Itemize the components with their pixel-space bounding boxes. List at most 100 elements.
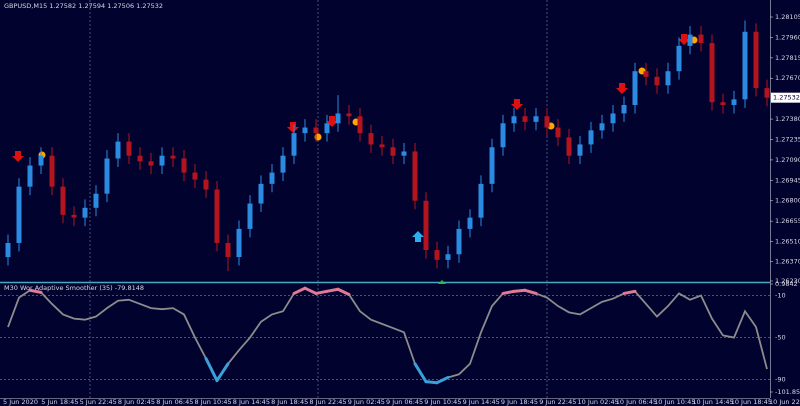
x-tick-label: 8 Jun 10:45 xyxy=(195,398,232,406)
candle-body xyxy=(192,172,198,180)
indicator-highlight xyxy=(292,286,307,295)
y-tick-label: -50 xyxy=(775,334,786,342)
candle-body xyxy=(687,34,693,46)
candle-body xyxy=(269,172,275,184)
candle-body xyxy=(214,189,220,243)
candle-body xyxy=(401,151,407,156)
candle-body xyxy=(60,186,66,215)
candle-body xyxy=(533,116,539,122)
candle-body xyxy=(170,155,176,159)
indicator-line xyxy=(7,287,768,384)
candle-body xyxy=(82,207,88,218)
candle-body xyxy=(621,105,627,114)
indicator-highlight xyxy=(303,286,318,295)
y-tick-label: -101.8543 xyxy=(775,388,800,396)
candle-body xyxy=(258,183,264,204)
indicator-highlight xyxy=(215,362,230,383)
x-tick-label: 5 Jun 18:45 xyxy=(41,398,78,406)
x-tick-label: 9 Jun 18:45 xyxy=(501,398,538,406)
candle-body xyxy=(104,158,110,194)
y-tick-label: 1.26370 xyxy=(775,257,800,265)
indicator-highlight xyxy=(424,380,439,385)
y-tick-label: 1.27380 xyxy=(775,115,800,123)
candle-body xyxy=(49,155,55,187)
candle-body xyxy=(181,158,187,173)
price-tag xyxy=(771,92,800,103)
candle-body xyxy=(225,242,231,258)
x-tick-label: 9 Jun 02:45 xyxy=(348,398,385,406)
candle-body xyxy=(709,43,715,103)
candle-body xyxy=(478,183,484,218)
candle-body xyxy=(522,116,528,122)
indicator-highlight xyxy=(501,289,516,295)
candle-body xyxy=(357,116,363,134)
candle-body xyxy=(159,155,165,166)
candle-body xyxy=(643,71,649,77)
candle-body xyxy=(324,123,330,134)
y-tick-label: 1.27670 xyxy=(775,74,800,82)
x-tick-label: 8 Jun 06:45 xyxy=(156,398,193,406)
y-tick-label: 1.27235 xyxy=(775,135,800,143)
y-tick-label: 1.26230 xyxy=(775,277,800,285)
candle-body xyxy=(676,45,682,72)
candle-body xyxy=(247,203,253,229)
candle-body xyxy=(555,127,561,138)
indicator-highlight xyxy=(435,375,450,385)
candle-body xyxy=(93,193,99,208)
candle-body xyxy=(412,151,418,201)
candle-body xyxy=(236,228,242,258)
indicator-highlight xyxy=(523,288,538,295)
candle-body xyxy=(544,116,550,128)
x-tick-label: 8 Jun 22:45 xyxy=(309,398,346,406)
candle-body xyxy=(368,133,374,145)
candle-body xyxy=(16,186,22,243)
chart-title: GBPUSD,M15 1.27582 1.27594 1.27506 1.275… xyxy=(4,2,163,10)
candle-body xyxy=(313,127,319,134)
x-tick-label: 5 Jun 22:45 xyxy=(80,398,117,406)
candle-body xyxy=(27,165,33,187)
y-tick-label: 1.26945 xyxy=(775,176,800,184)
indicator-highlight xyxy=(28,288,43,294)
x-tick-label: 9 Jun 06:45 xyxy=(386,398,423,406)
candle-body xyxy=(500,123,506,148)
candle-body xyxy=(423,200,429,251)
y-tick-label: 1.27815 xyxy=(775,54,800,62)
candle-body xyxy=(434,250,440,260)
candle-body xyxy=(5,242,11,258)
x-tick-label: 5 Jun 2020 xyxy=(3,398,38,406)
candle-body xyxy=(566,137,572,156)
candle-body xyxy=(632,71,638,105)
indicator-highlight xyxy=(413,362,428,384)
candle-body xyxy=(720,102,726,105)
candle-body xyxy=(126,141,132,156)
x-tick-label: 10 Jun 10:45 xyxy=(654,398,695,406)
candle-body xyxy=(731,99,737,105)
indicator-highlight xyxy=(204,357,219,383)
candle-body xyxy=(115,141,121,159)
x-tick-label: 8 Jun 18:45 xyxy=(271,398,308,406)
y-tick-label: 1.26655 xyxy=(775,217,800,225)
candle-body xyxy=(335,113,341,124)
indicator-highlight xyxy=(512,288,527,293)
y-tick-label: 1.28105 xyxy=(775,13,800,21)
candle-body xyxy=(654,76,660,86)
x-tick-label: 8 Jun 02:45 xyxy=(118,398,155,406)
candle-body xyxy=(302,127,308,134)
candle-body xyxy=(698,34,704,44)
indicator-highlight xyxy=(622,289,637,295)
indicator-highlight xyxy=(336,287,351,296)
candle-body xyxy=(148,161,154,166)
candle-body xyxy=(390,147,396,156)
y-tick-label: 1.27090 xyxy=(775,156,800,164)
candle-body xyxy=(489,147,495,184)
candle-body xyxy=(467,217,473,229)
candle-body xyxy=(511,116,517,124)
candle-body xyxy=(610,113,616,124)
indicator-highlight xyxy=(314,289,329,295)
candle-body xyxy=(577,144,583,156)
candle-body xyxy=(445,254,451,260)
indicator-title: M30 Wor Adaptive Smoother (35) -79.8148 xyxy=(4,284,144,292)
candle-body xyxy=(588,130,594,145)
indicator-highlight xyxy=(325,287,340,293)
x-tick-label: 9 Jun 22:45 xyxy=(539,398,576,406)
